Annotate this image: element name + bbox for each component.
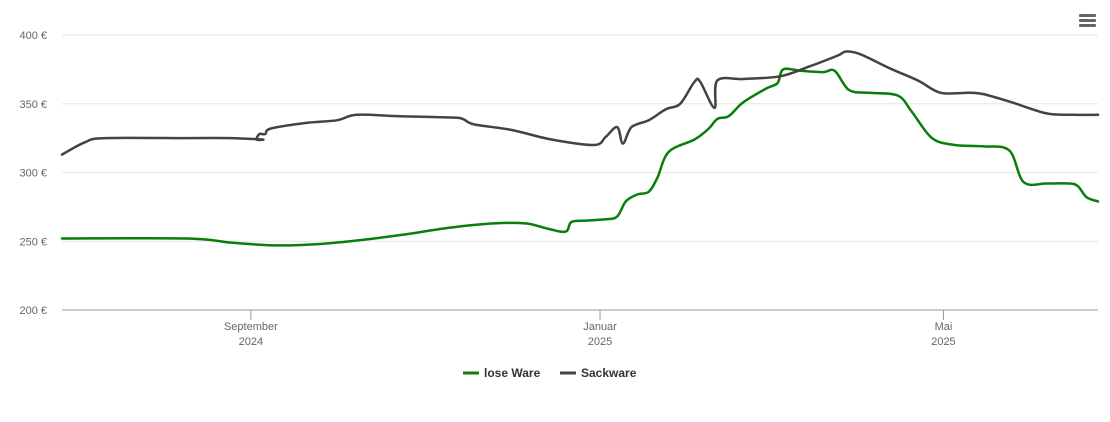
x-tick-label-year: 2025 <box>931 336 955 348</box>
y-tick-label: 350 € <box>19 99 47 111</box>
y-tick-label: 250 € <box>19 236 47 248</box>
x-axis: September 2024 Januar 2025 Mai 2025 <box>62 309 1098 348</box>
y-tick-label: 200 € <box>19 305 47 317</box>
x-tick-label-month: Mai <box>935 321 953 333</box>
legend-label: Sackware <box>581 366 637 380</box>
legend-item-lose-ware[interactable]: lose Ware <box>463 366 541 380</box>
series-line-lose-ware <box>60 67 1100 247</box>
x-tick-label-month: September <box>224 321 278 333</box>
y-tick-label: 300 € <box>19 168 47 180</box>
x-tick-label-month: Januar <box>583 321 617 333</box>
series-layer <box>60 50 1100 247</box>
y-axis: 200 € 250 € 300 € 350 € 400 € <box>19 30 47 317</box>
legend-label: lose Ware <box>484 366 541 380</box>
y-tick-label: 400 € <box>19 30 47 42</box>
legend[interactable]: lose Ware Sackware <box>463 366 637 380</box>
grid-lines <box>62 34 1098 242</box>
hamburger-menu-icon[interactable] <box>1076 12 1100 34</box>
series-line-sackware <box>60 50 1100 156</box>
x-tick-label-year: 2024 <box>239 336 263 348</box>
x-tick-label-year: 2025 <box>588 336 612 348</box>
legend-item-sackware[interactable]: Sackware <box>560 366 637 380</box>
